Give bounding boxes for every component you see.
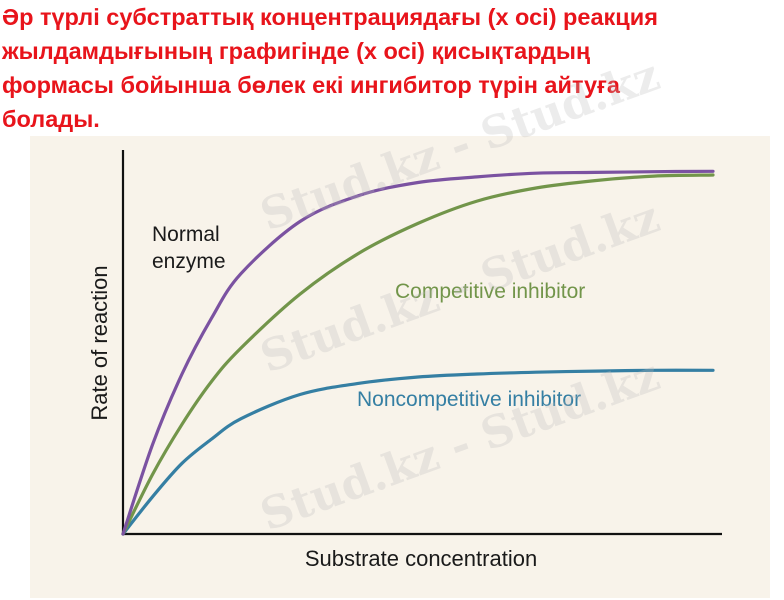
heading-line-1: Әр түрлі субстраттық концентрациядағы (x… — [2, 4, 658, 30]
series-line-normal-enzyme — [121, 169, 715, 536]
heading-line-2: жылдамдығының графигінде (x осі) қисықта… — [2, 38, 591, 64]
x-axis-title: Substrate concentration — [305, 546, 537, 571]
chart-panel — [30, 136, 770, 598]
series-label-normal-enzyme-2: enzyme — [152, 250, 226, 273]
series-line-competitive-inhibitor — [121, 173, 715, 536]
heading-line-3: формасы бойынша бөлек екі ингибитор түрі… — [2, 72, 620, 98]
series-label-competitive-inhibitor: Competitive inhibitor — [395, 280, 585, 303]
heading-line-4: болады. — [2, 106, 100, 132]
slide-heading: Әр түрлі субстраттық концентрациядағы (x… — [2, 0, 782, 136]
y-axis-title: Rate of reaction — [87, 265, 112, 420]
series-label-normal-enzyme-1: Normal — [152, 223, 220, 246]
series-line-noncompetitive-inhibitor — [121, 368, 715, 536]
series-label-noncompetitive-inhibitor: Noncompetitive inhibitor — [357, 388, 581, 411]
